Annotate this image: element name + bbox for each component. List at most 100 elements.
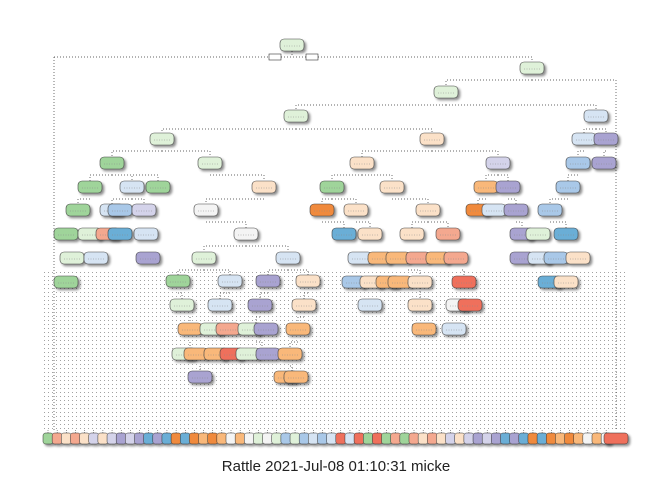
tree-node	[419, 132, 445, 146]
tree-node	[537, 203, 563, 217]
leaf-node	[88, 430, 99, 445]
leaf-node	[198, 430, 209, 445]
tree-node	[319, 180, 345, 194]
leaf-node	[280, 430, 292, 445]
tree-node	[291, 298, 317, 312]
leaf-node	[61, 430, 72, 445]
leaf-node	[244, 430, 255, 445]
leaf-node	[408, 430, 420, 445]
tree-node	[553, 227, 579, 241]
tree-node	[187, 370, 213, 384]
tree-node	[357, 298, 383, 312]
tree-node	[481, 203, 507, 217]
leaf-node	[326, 430, 337, 445]
leaf-node	[536, 430, 548, 445]
tree-node	[149, 132, 175, 146]
tree-node	[565, 156, 591, 170]
tree-node	[385, 251, 411, 265]
tree-node	[591, 156, 617, 170]
leaf-node	[207, 430, 218, 445]
leaf-node	[436, 430, 447, 445]
tree-node	[331, 227, 357, 241]
leaf-node	[79, 430, 90, 445]
tree-node	[83, 251, 109, 265]
leaf-node	[454, 430, 465, 445]
leaf-node	[335, 430, 347, 445]
tree-node	[343, 203, 369, 217]
tree-node	[65, 203, 91, 217]
tree-node	[133, 227, 159, 241]
tree-node	[583, 109, 609, 123]
tree-node	[283, 370, 309, 384]
leaf-node	[42, 430, 54, 445]
leaf-node	[262, 430, 273, 445]
tree-node	[215, 322, 241, 336]
diagram-caption: Rattle 2021-Jul-08 01:10:31 micke	[221, 458, 451, 475]
leaf-node	[399, 430, 411, 445]
tree-node	[107, 203, 133, 217]
tree-node	[255, 274, 281, 288]
leaf-node	[97, 430, 109, 445]
leaf-node	[225, 430, 237, 445]
tree-node	[309, 203, 335, 217]
tree-node	[193, 203, 219, 217]
tree-node	[525, 227, 551, 241]
leaf-node	[417, 430, 429, 445]
leaf-node	[152, 430, 164, 445]
leaf-node	[308, 430, 319, 445]
tree-node	[277, 347, 303, 361]
tree-node	[357, 227, 383, 241]
leaf-node	[427, 430, 438, 445]
tree-node	[107, 227, 133, 241]
tree-node	[451, 275, 477, 289]
leaf-node	[143, 430, 154, 445]
leaf-node	[134, 430, 145, 445]
leaf-node	[500, 430, 511, 445]
tree-node	[441, 322, 467, 336]
leaf-node	[161, 430, 173, 445]
leaf-node	[353, 430, 365, 445]
leaf-node	[189, 430, 200, 445]
tree-node	[495, 180, 521, 194]
tree-node	[433, 85, 459, 99]
leaf-node	[106, 430, 118, 445]
tree-node	[77, 180, 103, 194]
tree-node	[233, 227, 259, 241]
tree-node	[379, 180, 405, 194]
leaf-node	[180, 430, 191, 445]
tree-node	[407, 275, 433, 289]
leaf-node	[372, 430, 383, 445]
tree-node	[177, 322, 203, 336]
tree-node	[399, 227, 425, 241]
leaf-node	[564, 430, 575, 445]
leaf-node	[381, 430, 392, 445]
tree-node	[565, 251, 591, 265]
leaf-node	[115, 430, 127, 445]
tree-node	[53, 227, 79, 241]
tree-node	[295, 274, 321, 288]
tree-node	[443, 251, 469, 265]
leaf-node	[481, 430, 493, 445]
tree-node	[253, 322, 279, 336]
tree-node	[119, 180, 145, 194]
leaf-node	[445, 430, 456, 445]
leaf-node	[70, 430, 81, 445]
tree-node	[247, 298, 273, 312]
leaf-node	[518, 430, 530, 445]
tree-node	[593, 132, 619, 146]
split-label-right	[305, 53, 319, 61]
tree-node	[349, 156, 375, 170]
leaf-node	[491, 430, 502, 445]
leaf-node	[603, 432, 629, 445]
tree-node	[217, 274, 243, 288]
tree-node	[165, 274, 191, 288]
leaf-node	[363, 430, 374, 445]
leaf-node	[582, 430, 594, 445]
leaf-node	[573, 430, 584, 445]
tree-node	[485, 156, 511, 170]
leaf-node	[289, 430, 301, 445]
leaf-node	[591, 430, 603, 445]
leaf-node	[51, 430, 63, 445]
tree-node	[53, 275, 79, 289]
tree-node	[503, 203, 529, 217]
